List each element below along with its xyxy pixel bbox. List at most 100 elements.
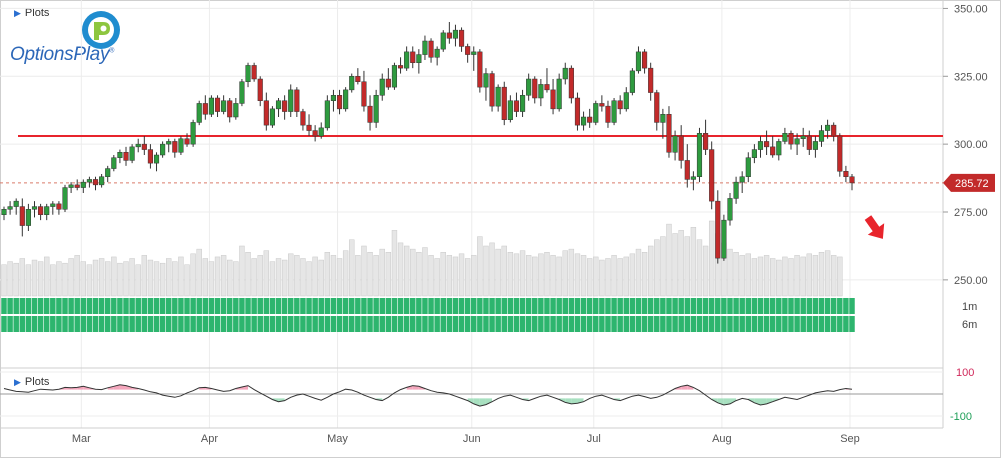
candle-body	[770, 146, 776, 156]
heatmap-cell	[257, 316, 263, 332]
plots-menu-button[interactable]: ▶ Plots	[14, 7, 50, 19]
candle-body	[611, 100, 617, 123]
candle-body	[227, 100, 233, 118]
candle-body	[696, 133, 703, 177]
volume-bar	[678, 230, 684, 297]
heatmap-cell	[104, 298, 111, 314]
heatmap-cell	[635, 298, 642, 314]
indicator-pos-segment	[119, 384, 127, 390]
volume-bar	[367, 252, 373, 297]
heatmap-cell	[580, 316, 587, 332]
heatmap-cell	[147, 316, 154, 332]
heatmap-cell	[568, 316, 575, 332]
heatmap-cell	[721, 298, 727, 314]
candle-body	[7, 206, 13, 210]
heatmap-cell	[708, 298, 715, 314]
volume-bar	[196, 248, 202, 297]
volume-bar	[800, 256, 806, 297]
volume-bar	[300, 258, 306, 297]
heatmap-cell	[782, 316, 788, 332]
heatmap-cell	[129, 298, 135, 314]
heatmap-cell	[660, 298, 666, 314]
heatmap-cell	[147, 298, 154, 314]
heatmap-cell	[361, 316, 367, 332]
candle-body	[251, 65, 257, 80]
heatmap-cell	[489, 316, 495, 332]
heatmap-cell	[568, 298, 575, 314]
volume-bar	[373, 255, 379, 297]
heatmap-cell	[538, 298, 544, 314]
volume-bar	[306, 261, 312, 297]
heatmap-cell	[300, 316, 306, 332]
heatmap-cell	[477, 316, 483, 332]
heatmap-cell	[172, 298, 178, 314]
volume-bar	[660, 236, 666, 297]
heatmap-cell	[391, 316, 398, 332]
trend-heatmap	[1, 298, 855, 332]
heatmap-cell	[733, 316, 739, 332]
heatmap-cell	[837, 316, 843, 332]
indicator-neg-segment	[479, 398, 486, 407]
volume-bar	[446, 255, 453, 297]
heatmap-cell	[458, 298, 465, 314]
candle-body	[38, 206, 44, 215]
heatmap-cell	[751, 316, 758, 332]
heatmap-cell	[580, 298, 587, 314]
x-axis-month-label: Aug	[712, 433, 732, 445]
volume-bar	[251, 258, 257, 297]
heatmap-cell	[98, 298, 105, 314]
heatmap-cell	[586, 316, 593, 332]
heatmap-cell	[355, 316, 361, 332]
heatmap-cell	[715, 316, 721, 332]
heatmap-cell	[263, 298, 270, 314]
heatmap-cell	[684, 298, 691, 314]
heatmap-cell	[13, 298, 19, 314]
candle-body	[135, 143, 141, 148]
heatmap-cell	[647, 298, 654, 314]
volume-bar	[525, 255, 532, 297]
heatmap-cell	[397, 316, 404, 332]
triangle-right-icon: ▶	[14, 8, 21, 18]
heatmap-cell	[300, 298, 306, 314]
volume-bar	[586, 258, 593, 297]
heatmap-cell	[348, 298, 355, 314]
candle-body	[501, 86, 507, 120]
heatmap-cell	[788, 316, 794, 332]
heatmap-cell	[50, 298, 56, 314]
heatmap-cell	[416, 298, 422, 314]
candle-body	[764, 141, 770, 148]
candle-body	[812, 141, 818, 150]
volume-bar	[550, 255, 556, 297]
heatmap-cell	[501, 316, 508, 332]
heatmap-cell	[660, 316, 666, 332]
candle-body	[74, 184, 80, 188]
candle-body	[465, 46, 471, 55]
volume-bar	[611, 255, 617, 297]
heatmap-cell	[806, 316, 813, 332]
heatmap-cell	[635, 316, 642, 332]
indicator-neg-segment	[485, 398, 493, 405]
heatmap-cell	[678, 298, 684, 314]
heatmap-cell	[519, 316, 526, 332]
volume-bar	[105, 261, 111, 297]
candle-body	[593, 103, 599, 123]
heatmap-cell	[385, 316, 392, 332]
volume-bar	[233, 261, 239, 297]
volume-bar	[745, 253, 751, 297]
volume-bar	[593, 256, 599, 297]
volume-bar	[147, 259, 154, 297]
volume-bar	[263, 250, 270, 297]
heatmap-cell	[403, 298, 410, 314]
heatmap-cell	[495, 316, 501, 332]
heatmap-cell	[226, 298, 233, 314]
candle-body	[86, 179, 92, 183]
volume-bar	[330, 255, 337, 297]
heatmap-cell	[672, 298, 678, 314]
indicator-plots-menu-button[interactable]: ▶ Plots	[14, 376, 50, 388]
volume-bar	[190, 253, 196, 297]
heatmap-cell	[824, 316, 831, 332]
heatmap-cell	[440, 316, 446, 332]
candle-body	[99, 176, 105, 186]
volume-bar	[178, 256, 184, 297]
volume-bar	[641, 252, 648, 297]
